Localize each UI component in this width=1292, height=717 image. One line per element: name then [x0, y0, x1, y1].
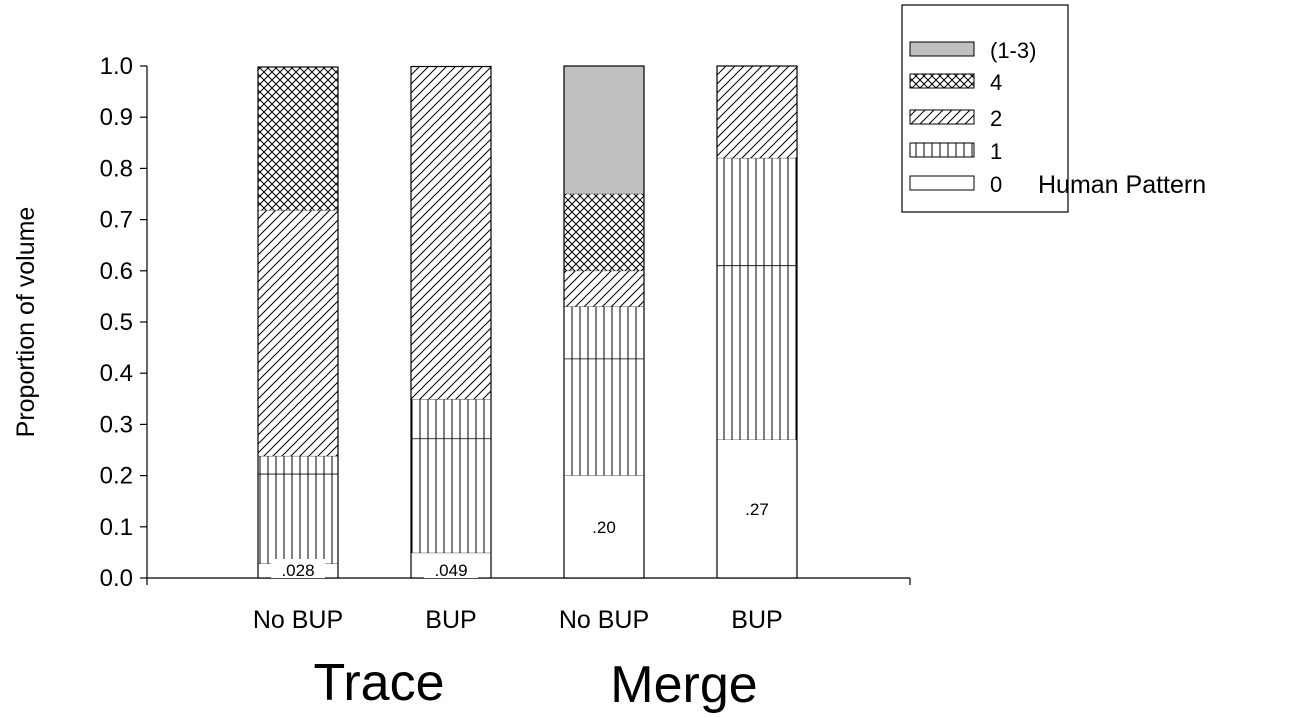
- y-axis-ticks: 0.0 0.1 0.2 0.3 0.4 0.5 0.6 0.7 0.8 0.9 1.0: [100, 53, 147, 592]
- legend-box: [901, 4, 1069, 213]
- legend-label-4: 4: [990, 70, 1002, 95]
- bar-1-segment-1: [411, 399, 491, 553]
- bar-0-segment-4: [258, 67, 338, 211]
- x-tick-label-2: No BUP: [559, 606, 649, 634]
- legend-title: Human Pattern: [1038, 171, 1206, 199]
- bar-2: .20: [563, 65, 645, 579]
- bar-1-data-label-bg: [424, 559, 478, 578]
- y-tick-label-7: 0.7: [100, 207, 133, 234]
- bar-0: .028: [257, 66, 339, 580]
- legend-swatch-1: [909, 142, 975, 158]
- x-tick-label-1: BUP: [425, 606, 476, 634]
- group-label-merge: Merge: [610, 656, 757, 714]
- bar-2-data-label: .20: [592, 518, 616, 537]
- bar-3-segment-0: [717, 439, 797, 578]
- legend-label-2: 2: [990, 106, 1002, 131]
- legend-label-1-3: (1-3): [990, 38, 1036, 63]
- bar-0-segment-2: [258, 210, 338, 457]
- bar-3: .27: [716, 65, 798, 579]
- legend-swatch-2: [909, 109, 975, 125]
- legend: (1-3) 4 2 1 0 Human Pattern: [901, 4, 1206, 213]
- y-tick-label-1: 0.1: [100, 514, 133, 541]
- x-axis-tick-labels: No BUP BUP No BUP BUP: [253, 606, 783, 634]
- y-tick-label-2: 0.2: [100, 463, 133, 490]
- y-tick-label-5: 0.5: [100, 309, 133, 336]
- bar-1: .049: [410, 65, 492, 580]
- bar-0-segment-1: [258, 456, 338, 564]
- bar-2-segment-1: [564, 306, 644, 476]
- y-tick-label-8: 0.8: [100, 155, 133, 182]
- group-label-trace: Trace: [314, 654, 445, 712]
- bars: .028 .049 .20 .27: [257, 65, 798, 580]
- y-tick-label-6: 0.6: [100, 258, 133, 285]
- y-tick-label-9: 0.9: [100, 104, 133, 131]
- bar-3-segment-1: [717, 158, 797, 440]
- bar-2-outline: [563, 65, 645, 579]
- y-tick-label-3: 0.3: [100, 411, 133, 438]
- legend-label-0: 0: [990, 172, 1002, 197]
- x-tick-label-3: BUP: [731, 606, 782, 634]
- bar-2-segment-4: [564, 194, 644, 271]
- legend-label-1: 1: [990, 139, 1002, 164]
- bar-2-segment-2: [564, 270, 644, 307]
- bar-2-segment-0: [564, 475, 644, 578]
- y-axis-label: Proportion of volume: [12, 207, 40, 438]
- bar-0-data-label-bg: [271, 559, 325, 578]
- legend-swatch-0: [909, 175, 975, 191]
- bar-2-segment-1-3: [564, 66, 644, 194]
- bar-1-segment-2: [411, 66, 491, 400]
- legend-swatch-1-3: [909, 41, 975, 57]
- bar-3-segment-2: [717, 66, 797, 159]
- legend-swatch-4: [909, 73, 975, 89]
- bar-0-data-label: .028: [281, 561, 314, 580]
- x-tick-label-0: No BUP: [253, 606, 343, 634]
- y-tick-label-4: 0.4: [100, 360, 133, 387]
- bar-3-data-label: .27: [745, 500, 769, 519]
- bar-1-data-label: .049: [434, 561, 467, 580]
- y-tick-label-10: 1.0: [100, 53, 133, 80]
- bar-3-outline: [716, 65, 798, 579]
- y-tick-label-0: 0.0: [100, 565, 133, 592]
